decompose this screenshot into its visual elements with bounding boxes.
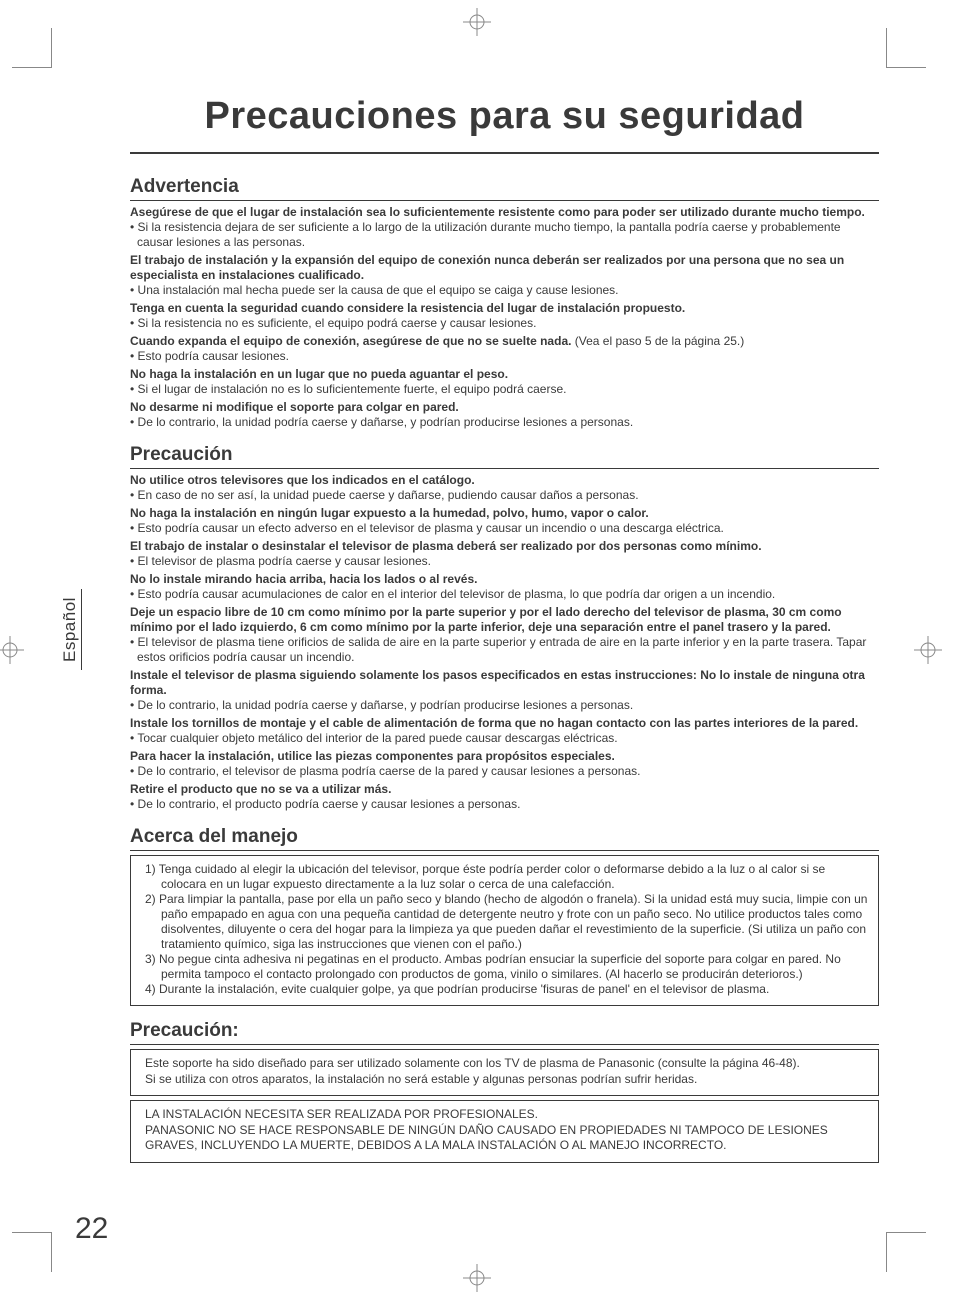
warn-bullet-text: • En caso de no ser así, la unidad puede… bbox=[130, 488, 879, 503]
warn-bullet-text: • De lo contrario, la unidad podría caer… bbox=[130, 415, 879, 430]
numbered-item: 3) No pegue cinta adhesiva ni pegatinas … bbox=[141, 952, 868, 982]
warn-bold-text: No lo instale mirando hacia arriba, haci… bbox=[130, 572, 879, 587]
warn-bold-text: No haga la instalación en ningún lugar e… bbox=[130, 506, 879, 521]
heading-precaucion-2: Precaución: bbox=[130, 1020, 879, 1045]
heading-advertencia: Advertencia bbox=[130, 176, 879, 201]
warn-bold-text: No haga la instalación en un lugar que n… bbox=[130, 367, 879, 382]
warn-bullet-text: • Esto podría causar acumulaciones de ca… bbox=[130, 587, 879, 602]
numbered-item: 2) Para limpiar la pantalla, pase por el… bbox=[141, 892, 868, 952]
heading-precaucion: Precaución bbox=[130, 444, 879, 469]
warn-bold-text: Retire el producto que no se va a utiliz… bbox=[130, 782, 879, 797]
warn-bold-text: Asegúrese de que el lugar de instalación… bbox=[130, 205, 879, 220]
warn-item: No lo instale mirando hacia arriba, haci… bbox=[130, 572, 879, 602]
warn-bold-text: No utilice otros televisores que los ind… bbox=[130, 473, 879, 488]
warn-bullet-text: • De lo contrario, el televisor de plasm… bbox=[130, 764, 879, 779]
warn-bold-text: Cuando expanda el equipo de conexión, as… bbox=[130, 334, 879, 349]
warn-bullet-text: • De lo contrario, la unidad podría caer… bbox=[130, 698, 879, 713]
warn-bold-text: Tenga en cuenta la seguridad cuando cons… bbox=[130, 301, 879, 316]
warn-bullet-text: • Esto podría causar un efecto adverso e… bbox=[130, 521, 879, 536]
caution-text: PANASONIC NO SE HACE RESPONSABLE DE NING… bbox=[145, 1123, 868, 1154]
caution-text: Si se utiliza con otros aparatos, la ins… bbox=[145, 1072, 868, 1088]
warn-item: No haga la instalación en un lugar que n… bbox=[130, 367, 879, 397]
cropmark-top-right bbox=[886, 28, 926, 68]
warn-bold-text: El trabajo de instalar o desinstalar el … bbox=[130, 539, 879, 554]
warn-bullet-text: • Una instalación mal hecha puede ser la… bbox=[130, 283, 879, 298]
warn-item: No desarme ni modifique el soporte para … bbox=[130, 400, 879, 430]
warn-item: Asegúrese de que el lugar de instalación… bbox=[130, 205, 879, 250]
warn-item: El trabajo de instalación y la expansión… bbox=[130, 253, 879, 298]
warn-item: Instale los tornillos de montaje y el ca… bbox=[130, 716, 879, 746]
language-tab: Español bbox=[60, 589, 82, 670]
warn-bold-text: No desarme ni modifique el soporte para … bbox=[130, 400, 879, 415]
warn-bullet-text: • El televisor de plasma tiene orificios… bbox=[130, 635, 879, 665]
warn-bullet-text: • Esto podría causar lesiones. bbox=[130, 349, 879, 364]
warn-item: Para hacer la instalación, utilice las p… bbox=[130, 749, 879, 779]
warn-item: Deje un espacio libre de 10 cm como míni… bbox=[130, 605, 879, 665]
registration-mark-left bbox=[0, 636, 24, 664]
caution-text: LA INSTALACIÓN NECESITA SER REALIZADA PO… bbox=[145, 1107, 868, 1123]
warn-bullet-text: • Si el lugar de instalación no es lo su… bbox=[130, 382, 879, 397]
caution-box-1: Este soporte ha sido diseñado para ser u… bbox=[130, 1049, 879, 1096]
registration-mark-right bbox=[914, 636, 942, 664]
numbered-item: 4) Durante la instalación, evite cualqui… bbox=[141, 982, 868, 997]
warn-bullet-text: • De lo contrario, el producto podría ca… bbox=[130, 797, 879, 812]
numbered-item: 1) Tenga cuidado al elegir la ubicación … bbox=[141, 862, 868, 892]
warn-bold-text: Instale el televisor de plasma siguiendo… bbox=[130, 668, 879, 698]
warn-bold-text: Para hacer la instalación, utilice las p… bbox=[130, 749, 879, 764]
warn-item: Cuando expanda el equipo de conexión, as… bbox=[130, 334, 879, 364]
registration-mark-top bbox=[463, 8, 491, 36]
warn-bullet-text: • Tocar cualquier objeto metálico del in… bbox=[130, 731, 879, 746]
cropmark-bottom-right bbox=[886, 1232, 926, 1272]
warn-item: No utilice otros televisores que los ind… bbox=[130, 473, 879, 503]
warn-bullet-text: • Si la resistencia no es suficiente, el… bbox=[130, 316, 879, 331]
warn-item: El trabajo de instalar o desinstalar el … bbox=[130, 539, 879, 569]
warn-bold-text: Deje un espacio libre de 10 cm como míni… bbox=[130, 605, 879, 635]
caution-text: Este soporte ha sido diseñado para ser u… bbox=[145, 1056, 868, 1072]
warn-item: Retire el producto que no se va a utiliz… bbox=[130, 782, 879, 812]
cropmark-top-left bbox=[12, 28, 52, 68]
warn-bullet-text: • El televisor de plasma podría caerse y… bbox=[130, 554, 879, 569]
caution-box-2: LA INSTALACIÓN NECESITA SER REALIZADA PO… bbox=[130, 1100, 879, 1163]
warn-bullet-text: • Si la resistencia dejara de ser sufici… bbox=[130, 220, 879, 250]
handling-box: 1) Tenga cuidado al elegir la ubicación … bbox=[130, 855, 879, 1006]
warn-bold-text: Instale los tornillos de montaje y el ca… bbox=[130, 716, 879, 731]
page: Español Precauciones para su seguridad A… bbox=[0, 0, 954, 1300]
warn-bold-text: El trabajo de instalación y la expansión… bbox=[130, 253, 879, 283]
warn-item: Tenga en cuenta la seguridad cuando cons… bbox=[130, 301, 879, 331]
page-title: Precauciones para su seguridad bbox=[130, 95, 879, 154]
page-number: 22 bbox=[75, 1212, 108, 1246]
warn-item: No haga la instalación en ningún lugar e… bbox=[130, 506, 879, 536]
cropmark-bottom-left bbox=[12, 1232, 52, 1272]
registration-mark-bottom bbox=[463, 1264, 491, 1292]
warn-item: Instale el televisor de plasma siguiendo… bbox=[130, 668, 879, 713]
heading-manejo: Acerca del manejo bbox=[130, 826, 879, 851]
